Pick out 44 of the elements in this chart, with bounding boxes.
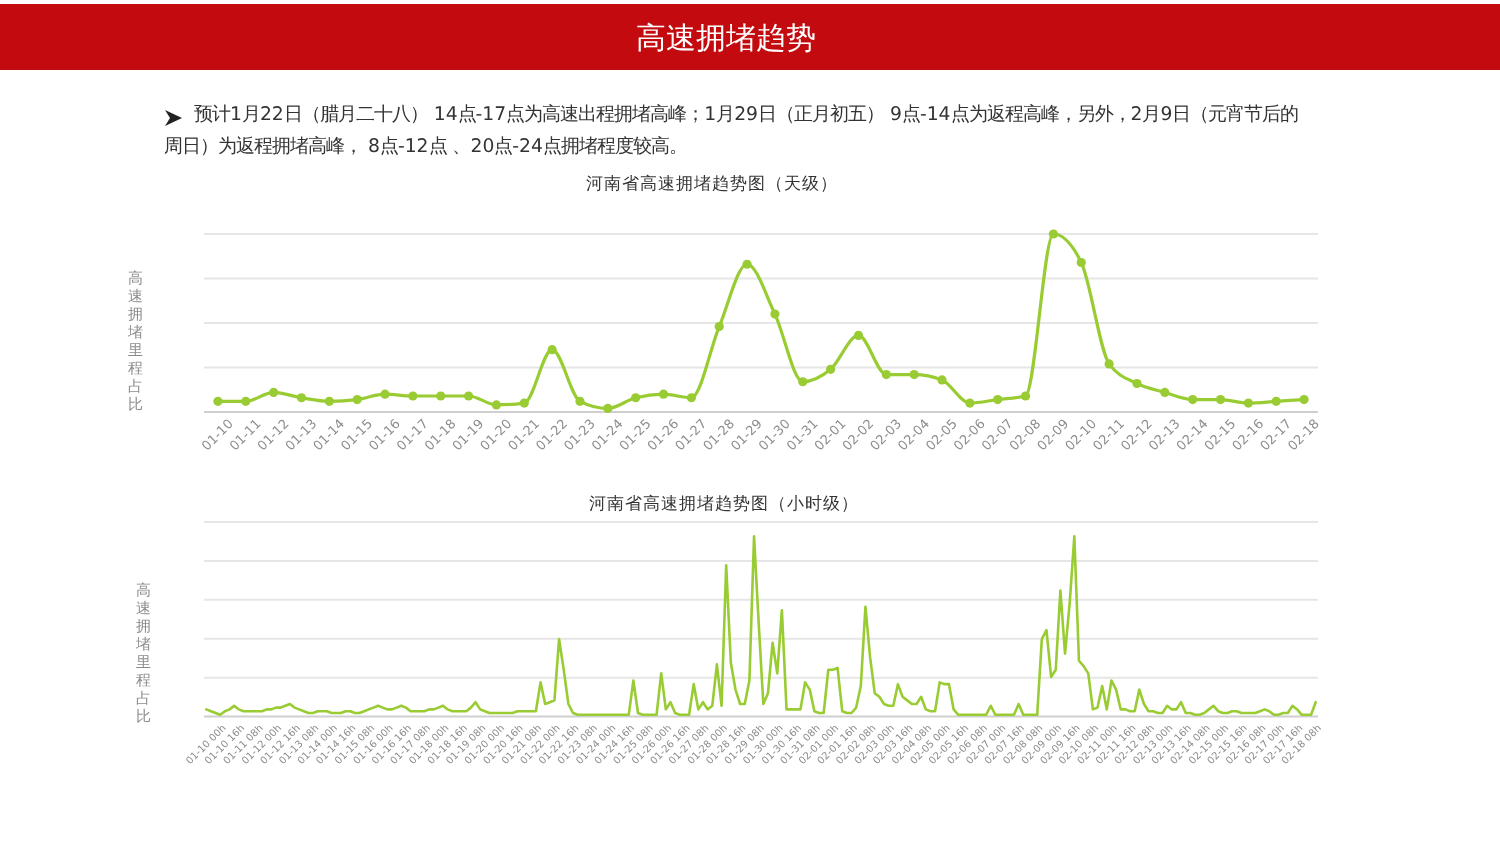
point: [1160, 387, 1170, 398]
point: [826, 364, 836, 374]
point: [241, 396, 251, 406]
point: [909, 370, 919, 380]
point: [269, 387, 279, 398]
point: [491, 400, 502, 410]
point: [742, 259, 752, 269]
point: [631, 393, 641, 403]
point: [519, 398, 529, 408]
point: [436, 391, 446, 401]
point: [408, 391, 418, 401]
point: [603, 403, 613, 414]
point: [352, 394, 362, 405]
point: [213, 396, 223, 406]
chart-title: 河南省高速拥堵趋势图（小时级）: [589, 492, 859, 515]
point: [1048, 229, 1059, 239]
point: [547, 345, 557, 355]
point: [770, 309, 780, 319]
point: [993, 394, 1003, 405]
point: [1132, 378, 1142, 389]
point: [658, 389, 669, 399]
point: [575, 396, 585, 406]
point: [1299, 394, 1309, 405]
point: [1271, 396, 1281, 406]
point: [1188, 394, 1198, 405]
point: [324, 396, 334, 406]
point: [853, 330, 864, 341]
text: 高速拥堵趋势: [636, 20, 816, 56]
point: [463, 391, 474, 401]
point: [1020, 391, 1031, 401]
point: [1243, 398, 1253, 408]
point: [1076, 257, 1086, 268]
point: [937, 375, 947, 385]
point: [296, 393, 307, 403]
point: [686, 393, 696, 403]
chart-title: 河南省高速拥堵趋势图（天级）: [586, 172, 838, 195]
point: [881, 370, 891, 380]
point: [1215, 394, 1226, 405]
point: [380, 389, 390, 399]
point: [965, 398, 975, 408]
point: [1104, 359, 1114, 369]
point: [798, 377, 808, 387]
point: [714, 321, 724, 332]
text: 预计1月22日（腊月二十八） 14点-17点为高速出程拥堵高峰；1月29日（正月初五） 9点-14点为返程高峰，另外，2月9日（元宵节后的周日）为返程拥堵高峰， 8点-12点 、20点-24点拥堵程度较高。: [164, 102, 1301, 162]
